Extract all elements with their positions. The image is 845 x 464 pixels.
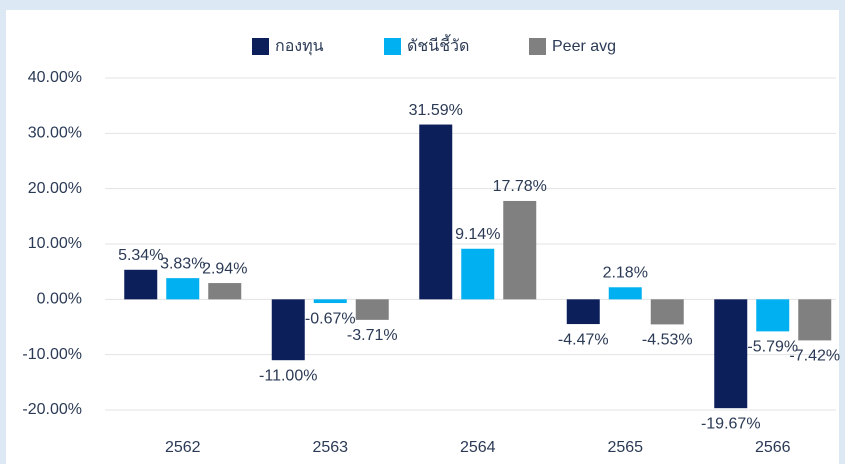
legend-label: Peer avg [552,38,616,55]
bar [124,269,158,300]
y-tick-label: -20.00% [22,401,82,418]
data-label: 3.83% [160,255,205,272]
legend-swatch [529,38,546,55]
data-label: -11.00% [259,367,317,384]
data-label: -19.67% [701,415,761,432]
legend-label: ดัชนีชี้วัด [407,34,469,55]
y-tick-label: 20.00% [28,180,82,197]
bar [313,299,347,304]
bar [714,299,748,409]
data-label: 17.78% [493,178,547,195]
bar [566,299,600,325]
legend-swatch [384,38,401,55]
data-label: -5.79% [747,339,798,356]
data-label: -0.67% [305,310,356,327]
legend-label: กองทุน [275,38,324,56]
bar [166,278,200,300]
bar [503,200,537,300]
bar [461,248,495,300]
data-label: 5.34% [118,247,163,264]
x-tick-label: 2562 [165,439,201,456]
data-label: -4.53% [642,332,693,349]
x-tick-label: 2563 [312,439,348,456]
y-tick-label: 40.00% [28,69,82,86]
x-tick-label: 2566 [755,439,791,456]
data-label: 2.18% [603,264,648,281]
y-tick-label: 0.00% [37,291,82,308]
bar [608,287,642,300]
y-tick-label: 30.00% [28,125,82,142]
data-label: -3.71% [347,327,398,344]
data-label: 9.14% [455,226,500,243]
bar [208,283,242,300]
data-label: -4.47% [558,331,609,348]
bar [756,299,790,332]
bar [271,299,305,361]
bar [355,299,389,320]
legend-swatch [252,38,269,55]
y-tick-label: 10.00% [28,235,82,252]
x-tick-label: 2564 [460,439,496,456]
data-label: 2.94% [202,260,247,277]
bar [650,299,684,325]
data-label: -7.42% [789,348,840,365]
bar [419,124,453,300]
y-tick-label: -10.00% [22,346,82,363]
data-label: 31.59% [409,102,463,119]
x-tick-label: 2565 [607,439,643,456]
bar [798,299,832,341]
